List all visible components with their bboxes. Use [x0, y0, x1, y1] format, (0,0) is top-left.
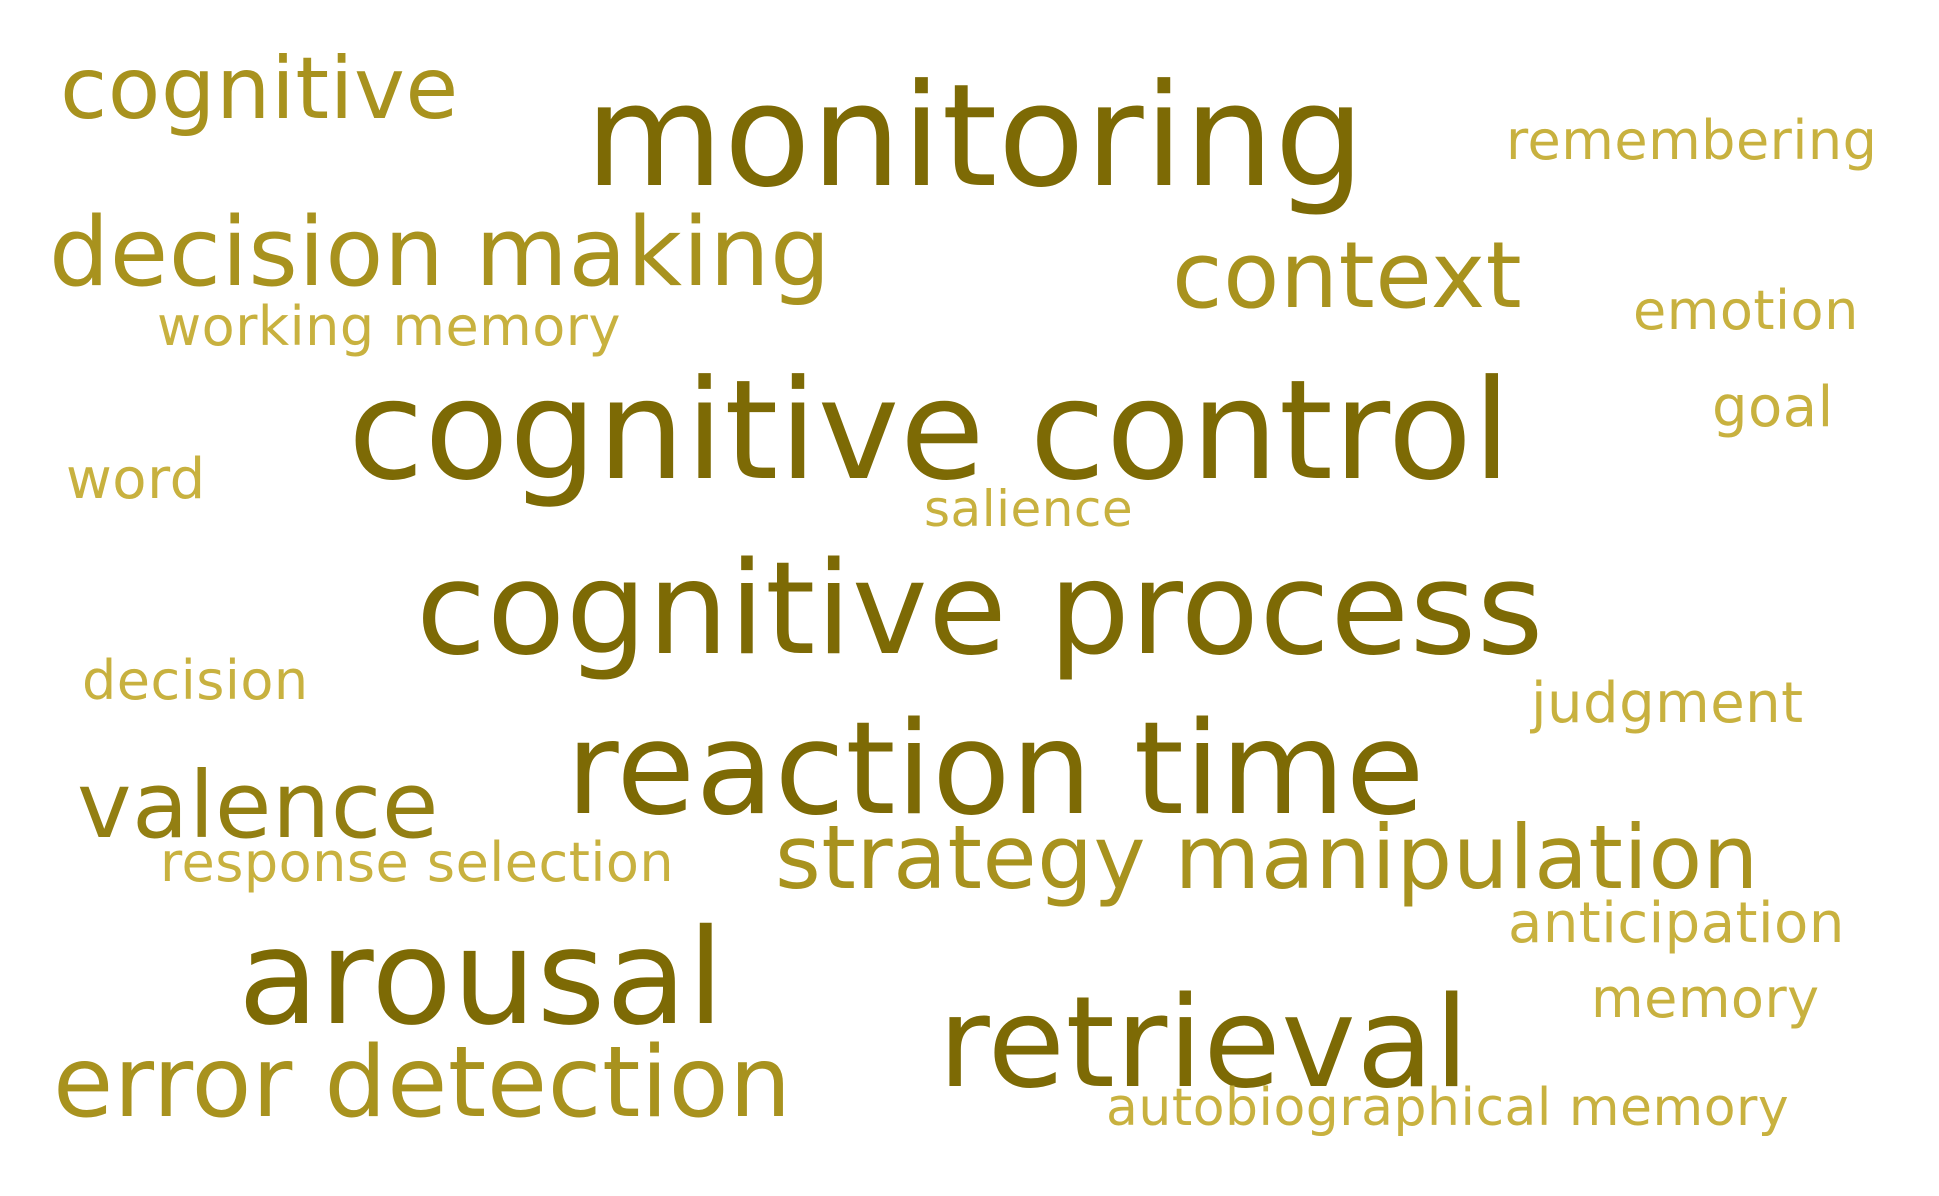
word-emotion: emotion	[1633, 279, 1859, 342]
word-anticipation: anticipation	[1508, 891, 1845, 956]
word-cognitive-control: cognitive control	[348, 350, 1512, 511]
word-goal: goal	[1712, 375, 1834, 440]
word-cognitive-process: cognitive process	[416, 535, 1544, 684]
word-decision-making: decision making	[49, 198, 831, 308]
word-autobiographical-memory: autobiographical memory	[1106, 1078, 1790, 1138]
word-word: word	[66, 447, 206, 512]
word-remembering: remembering	[1506, 109, 1878, 172]
word-retrieval: retrieval	[938, 969, 1470, 1116]
word-strategy-manipulation: strategy manipulation	[775, 806, 1759, 909]
word-decision: decision	[82, 649, 309, 712]
word-memory: memory	[1591, 967, 1820, 1030]
word-context: context	[1172, 222, 1523, 329]
word-judgment: judgment	[1531, 671, 1804, 736]
word-valence: valence	[77, 752, 439, 859]
word-reaction-time: reaction time	[566, 695, 1425, 844]
word-error-detection: error detection	[53, 1026, 792, 1140]
word-arousal: arousal	[238, 901, 725, 1055]
word-cognitive: cognitive	[60, 39, 459, 139]
word-salience: salience	[924, 480, 1134, 538]
word-response-selection: response selection	[160, 831, 675, 894]
word-working-memory: working memory	[157, 295, 621, 358]
word-monitoring: monitoring	[585, 54, 1366, 219]
